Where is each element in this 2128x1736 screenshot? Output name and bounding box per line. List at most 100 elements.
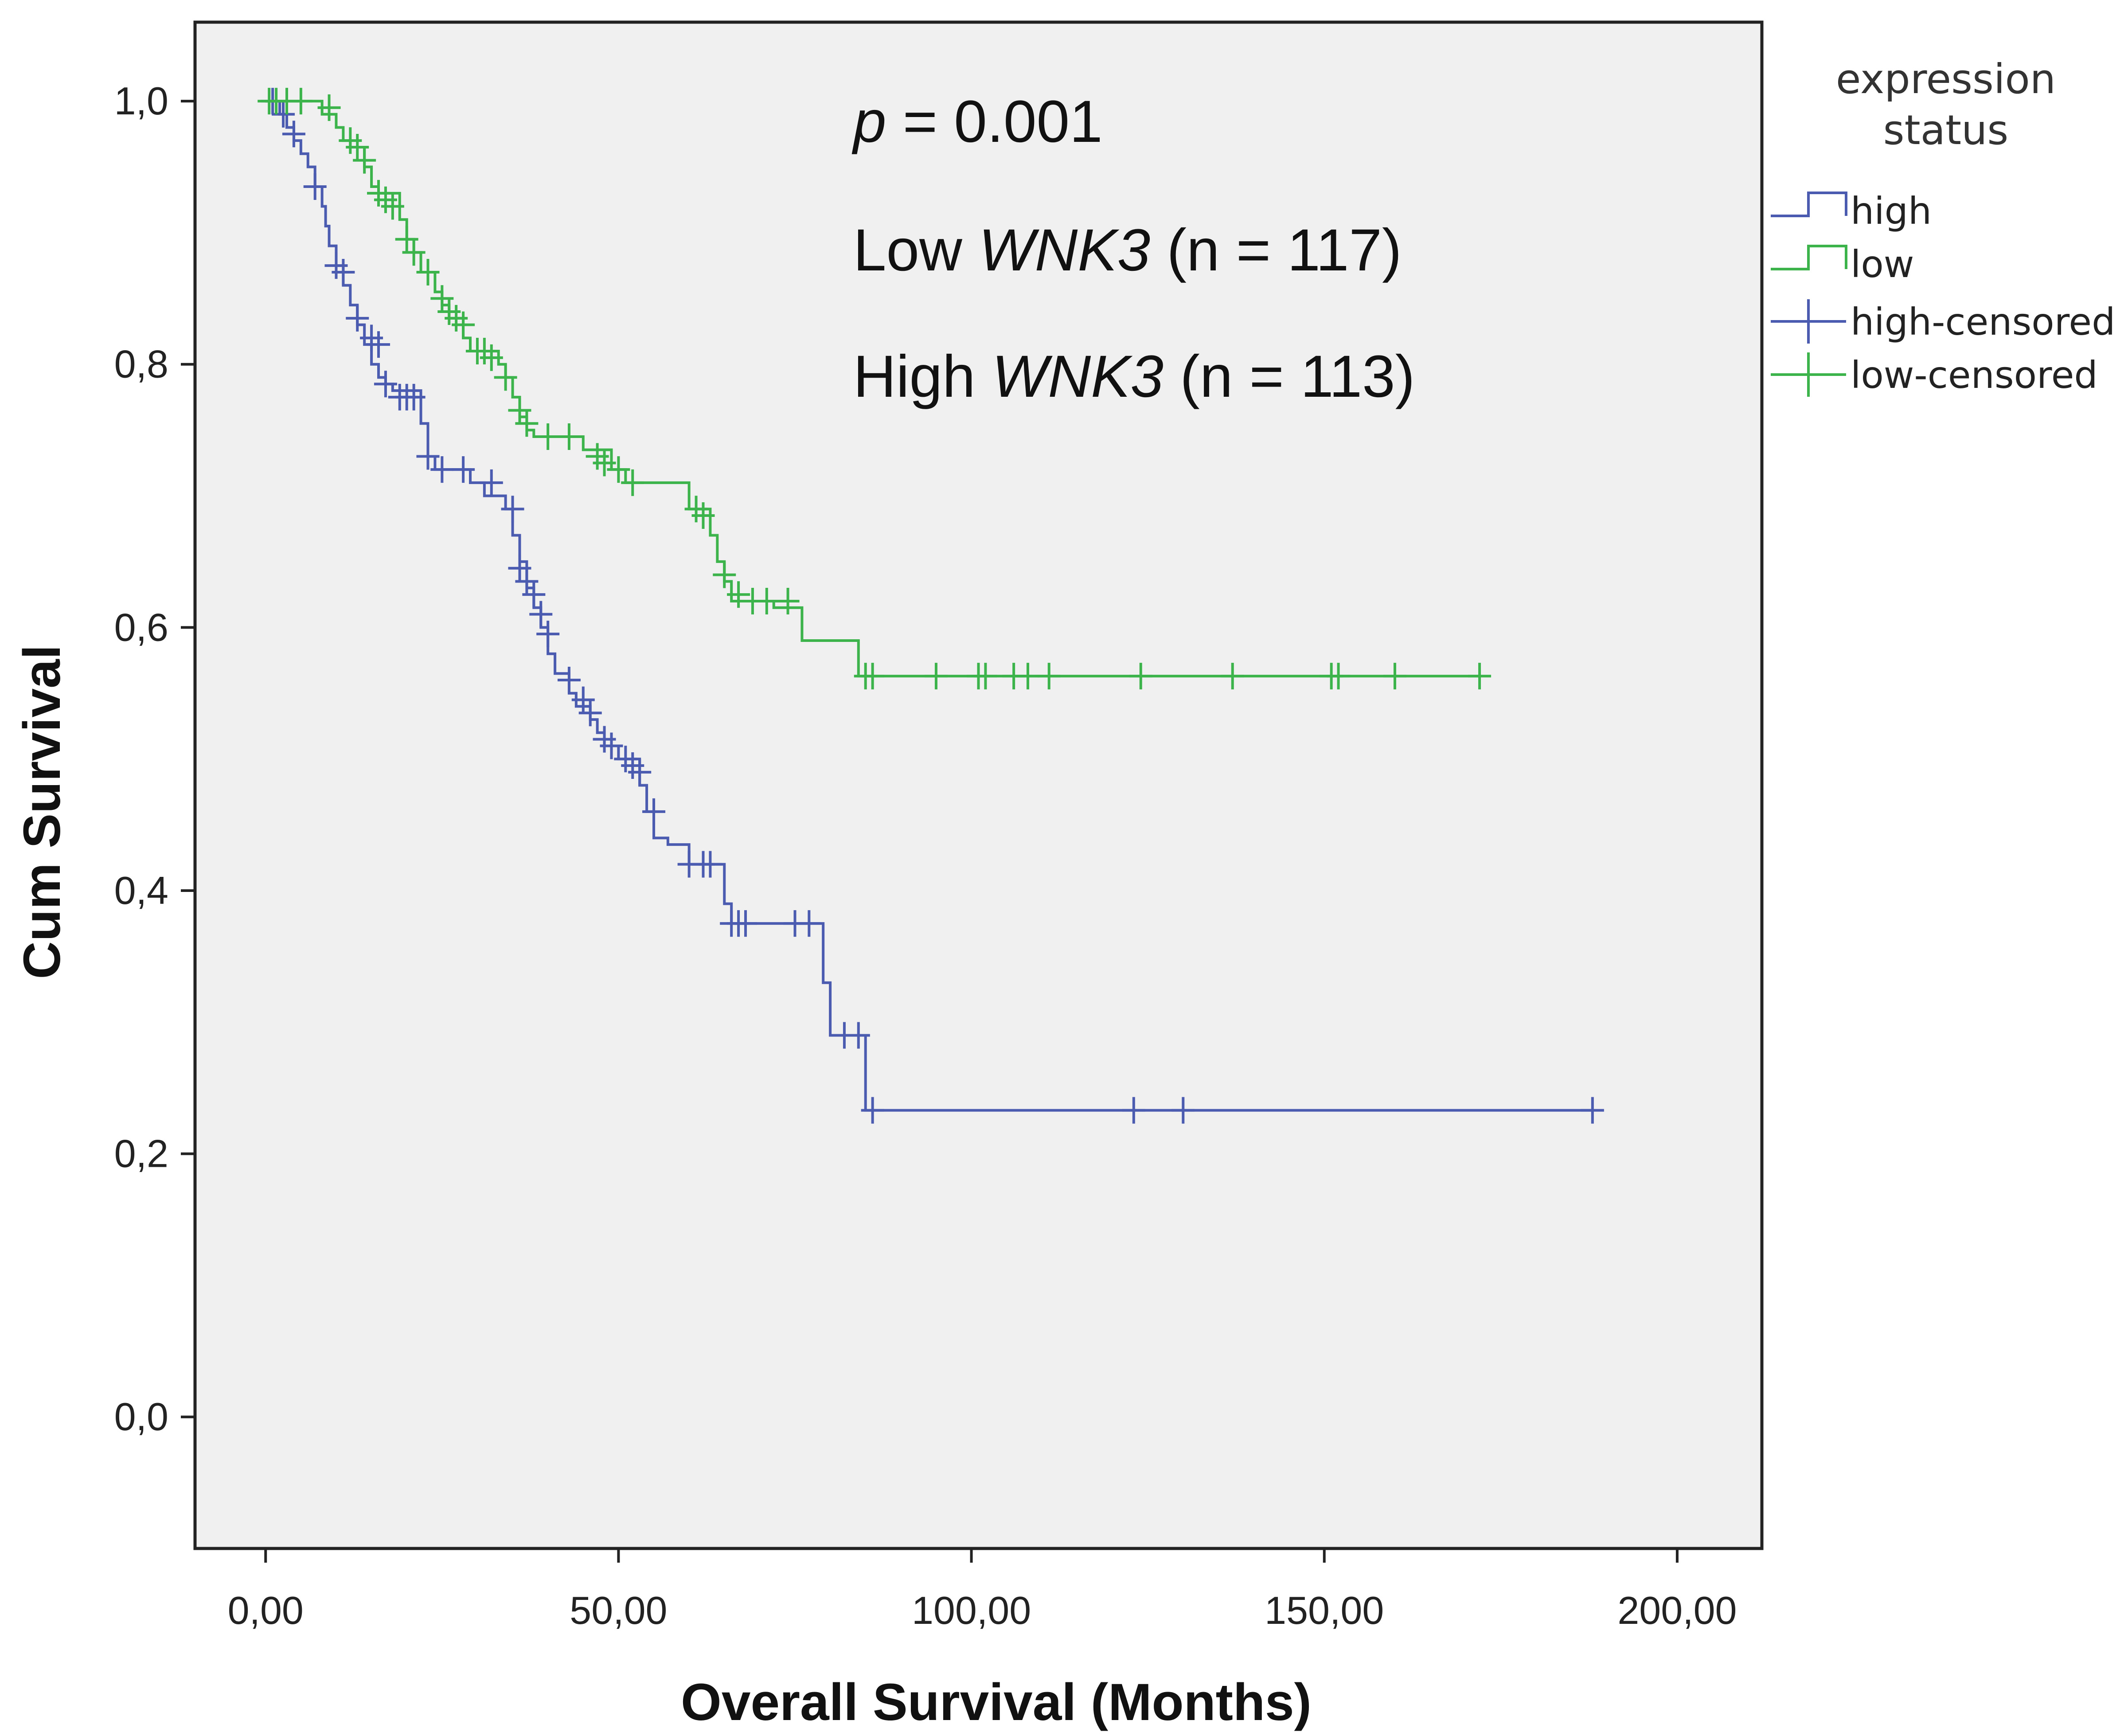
censor-mark-low (861, 663, 884, 690)
axis-layer: 0,00 50,00 100,00 150,00 200,00 0,0 0,2 0,4 0,6 0… (114, 79, 1737, 1632)
high-n-annotation: High WNK3 (n = 113) (853, 344, 1415, 410)
censor-mark-high (861, 1097, 884, 1124)
censor-mark-high (332, 258, 355, 285)
legend-swatch-high (1771, 192, 1847, 217)
censor-mark-high (847, 1022, 870, 1049)
y-axis-title: Cum Survival (13, 645, 71, 979)
censor-mark-low (1383, 663, 1406, 690)
censor-mark-high (628, 759, 652, 786)
legend-swatch-low-censored (1771, 352, 1846, 397)
censor-mark-high (402, 383, 426, 411)
censor-mark-low (1221, 663, 1244, 690)
censor-mark-low (607, 456, 630, 483)
censor-mark-high (430, 456, 454, 483)
censor-mark-high (367, 331, 390, 358)
censor-mark-high (1581, 1097, 1604, 1124)
censor-mark-high (699, 851, 722, 878)
censor-mark-low (1037, 663, 1061, 690)
censor-mark-high (1122, 1097, 1145, 1124)
y-tick-label: 0,2 (114, 1132, 168, 1176)
legend-label-high: high (1851, 189, 1932, 233)
legend-entries: high low high-censored low-censored (1771, 189, 2115, 397)
censor-mark-low (621, 469, 644, 496)
y-tick-label: 0,4 (114, 868, 168, 912)
legend-label-high-censored: high-censored (1851, 300, 2115, 344)
censor-mark-high (600, 732, 623, 759)
y-tick-label: 1,0 (114, 79, 168, 123)
low-prefix: Low (853, 217, 979, 283)
censor-mark-low (536, 423, 560, 450)
y-tick-label: 0,6 (114, 605, 168, 649)
high-gene: WNK3 (992, 344, 1164, 410)
censor-mark-low (416, 258, 440, 285)
censor-mark-low (713, 561, 736, 588)
censor-mark-high (536, 621, 560, 648)
series-high (261, 88, 1604, 1124)
series-layer (258, 88, 1604, 1124)
censor-mark-low (727, 581, 750, 608)
censor-mark-high (578, 700, 602, 727)
censor-mark-low (755, 587, 778, 614)
censor-mark-low (1327, 663, 1350, 690)
censor-mark-low (1016, 663, 1039, 690)
censor-mark-low (381, 193, 404, 220)
y-tick-label: 0,8 (114, 342, 168, 386)
legend-title-line1: expression (1836, 55, 2056, 103)
censor-mark-high (346, 305, 369, 332)
censor-mark-high (642, 798, 666, 825)
censor-mark-low (924, 663, 948, 690)
low-n-annotation: Low WNK3 (n = 117) (853, 217, 1402, 283)
censor-mark-low (1129, 663, 1152, 690)
censor-mark-low (776, 587, 800, 614)
p-value-annotation: p = 0.001 (851, 89, 1103, 155)
x-tick-label: 50,00 (570, 1588, 667, 1632)
censor-mark-high (501, 496, 524, 523)
x-tick-label: 100,00 (912, 1588, 1031, 1632)
censor-mark-low (557, 423, 581, 450)
plot-area (195, 22, 1762, 1548)
censor-mark-low (480, 344, 503, 371)
x-tick-label: 200,00 (1617, 1588, 1737, 1632)
y-tick-label: 0,0 (114, 1395, 168, 1439)
high-suffix: (n = 113) (1164, 344, 1415, 410)
series-low (258, 88, 1492, 690)
censor-mark-high (480, 469, 503, 496)
censor-mark-high (282, 121, 305, 148)
censor-mark-high (374, 371, 397, 398)
censor-mark-high (529, 601, 553, 628)
censor-mark-low (1468, 663, 1492, 690)
censor-mark-high (1171, 1097, 1195, 1124)
censor-mark-low (452, 311, 475, 338)
legend: expression status high low high-censored lo… (1771, 55, 2115, 397)
censor-mark-low (691, 502, 715, 529)
x-tick-label: 150,00 (1265, 1588, 1384, 1632)
legend-label-low-censored: low-censored (1851, 353, 2098, 397)
censor-mark-low (494, 364, 517, 391)
censor-mark-low (402, 239, 426, 266)
censor-mark-high (416, 443, 440, 470)
censor-mark-high (734, 910, 757, 937)
censor-mark-high (797, 910, 821, 937)
censor-mark-low (974, 663, 997, 690)
x-tick-label: 0,00 (228, 1588, 304, 1632)
legend-label-low: low (1851, 242, 1914, 286)
censor-mark-high (522, 581, 546, 608)
low-suffix: (n = 117) (1150, 217, 1402, 283)
legend-title-line2: status (1883, 106, 2009, 154)
censor-mark-low (593, 450, 616, 477)
high-prefix: High (853, 344, 992, 410)
p-value-text: = 0.001 (886, 89, 1103, 155)
censor-mark-low (317, 94, 341, 121)
legend-swatch-low (1771, 245, 1847, 270)
censor-mark-high (452, 456, 475, 483)
censor-mark-low (353, 147, 376, 174)
legend-swatch-high-censored (1771, 299, 1846, 344)
censor-mark-low (289, 88, 312, 115)
censor-mark-low (515, 410, 539, 437)
x-axis-title: Overall Survival (Months) (681, 1673, 1312, 1732)
censor-mark-high (303, 173, 327, 200)
plot-frame (193, 20, 1764, 1550)
p-symbol: p (851, 89, 886, 155)
